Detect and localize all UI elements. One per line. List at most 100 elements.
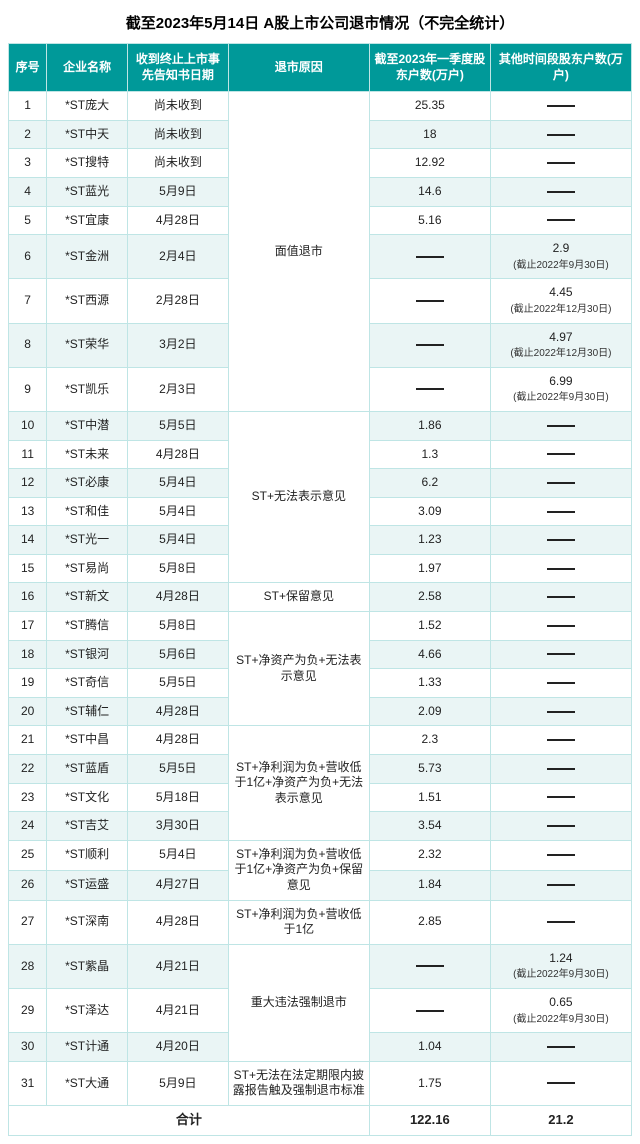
total-q1: 122.16: [369, 1105, 490, 1135]
cell-other: [490, 669, 631, 698]
dash-icon: [547, 711, 575, 713]
cell-seq: 30: [9, 1033, 47, 1062]
dash-icon: [547, 482, 575, 484]
cell-date: 4月21日: [127, 944, 228, 988]
dash-icon: [547, 1046, 575, 1048]
cell-name: *ST腾信: [47, 612, 128, 641]
delisting-table: 序号 企业名称 收到终止上市事先告知书日期 退市原因 截至2023年一季度股东户…: [8, 43, 632, 1136]
cell-seq: 18: [9, 640, 47, 669]
cell-q1: 2.58: [369, 583, 490, 612]
cell-seq: 25: [9, 840, 47, 870]
cell-name: *ST吉艾: [47, 812, 128, 841]
cell-seq: 13: [9, 497, 47, 526]
dash-icon: [547, 682, 575, 684]
cell-q1: 25.35: [369, 92, 490, 121]
cell-name: *ST银河: [47, 640, 128, 669]
cell-q1: 1.3: [369, 440, 490, 469]
cell-date: 4月27日: [127, 870, 228, 900]
cell-other: [490, 149, 631, 178]
cell-date: 尚未收到: [127, 92, 228, 121]
cell-date: 5月6日: [127, 640, 228, 669]
table-row: 16*ST新文4月28日ST+保留意见2.58: [9, 583, 632, 612]
page-title: 截至2023年5月14日 A股上市公司退市情况（不完全统计）: [8, 12, 632, 33]
cell-other: [490, 526, 631, 555]
cell-other: [490, 870, 631, 900]
cell-name: *ST搜特: [47, 149, 128, 178]
cell-date: 2月3日: [127, 367, 228, 411]
cell-date: 4月28日: [127, 726, 228, 755]
cell-reason: ST+保留意见: [228, 583, 369, 612]
cell-q1: 1.33: [369, 669, 490, 698]
cell-other: [490, 206, 631, 235]
cell-date: 4月28日: [127, 206, 228, 235]
cell-name: *ST大通: [47, 1061, 128, 1105]
cell-other: [490, 1033, 631, 1062]
cell-name: *ST西源: [47, 279, 128, 323]
dash-icon: [547, 1082, 575, 1084]
cell-q1: 2.09: [369, 697, 490, 726]
dash-icon: [547, 653, 575, 655]
cell-q1: 2.85: [369, 900, 490, 944]
cell-other: [490, 120, 631, 149]
cell-seq: 8: [9, 323, 47, 367]
total-label: 合计: [9, 1105, 370, 1135]
cell-name: *ST泽达: [47, 988, 128, 1032]
cell-q1: 1.84: [369, 870, 490, 900]
cell-date: 4月20日: [127, 1033, 228, 1062]
dash-icon: [547, 453, 575, 455]
cell-other: [490, 497, 631, 526]
cell-seq: 1: [9, 92, 47, 121]
header-date: 收到终止上市事先告知书日期: [127, 44, 228, 92]
total-other: 21.2: [490, 1105, 631, 1135]
cell-name: *ST顺利: [47, 840, 128, 870]
cell-other: [490, 440, 631, 469]
cell-other: 4.45(截止2022年12月30日): [490, 279, 631, 323]
cell-date: 4月28日: [127, 900, 228, 944]
cell-name: *ST深南: [47, 900, 128, 944]
cell-seq: 12: [9, 469, 47, 498]
cell-seq: 20: [9, 697, 47, 726]
total-row: 合计122.1621.2: [9, 1105, 632, 1135]
cell-date: 尚未收到: [127, 120, 228, 149]
cell-other: [490, 583, 631, 612]
cell-name: *ST运盛: [47, 870, 128, 900]
cell-date: 5月9日: [127, 1061, 228, 1105]
dash-icon: [547, 768, 575, 770]
cell-seq: 9: [9, 367, 47, 411]
cell-other: [490, 783, 631, 812]
cell-reason: ST+无法在法定期限内披露报告触及强制退市标准: [228, 1061, 369, 1105]
cell-reason: ST+无法表示意见: [228, 411, 369, 583]
cell-q1: 4.66: [369, 640, 490, 669]
cell-other: [490, 1061, 631, 1105]
cell-q1: [369, 323, 490, 367]
cell-name: *ST紫晶: [47, 944, 128, 988]
cell-other: 2.9(截止2022年9月30日): [490, 235, 631, 279]
cell-date: 4月28日: [127, 440, 228, 469]
cell-other: 6.99(截止2022年9月30日): [490, 367, 631, 411]
table-row: 25*ST顺利5月4日ST+净利润为负+营收低于1亿+净资产为负+保留意见2.3…: [9, 840, 632, 870]
cell-name: *ST中天: [47, 120, 128, 149]
cell-other: [490, 755, 631, 784]
cell-q1: 1.04: [369, 1033, 490, 1062]
cell-q1: 1.51: [369, 783, 490, 812]
cell-reason: ST+净利润为负+营收低于1亿: [228, 900, 369, 944]
dash-icon: [547, 425, 575, 427]
table-row: 17*ST腾信5月8日ST+净资产为负+无法表示意见1.52: [9, 612, 632, 641]
cell-reason: 面值退市: [228, 92, 369, 412]
cell-date: 4月28日: [127, 697, 228, 726]
cell-q1: [369, 988, 490, 1032]
cell-date: 5月5日: [127, 755, 228, 784]
cell-name: *ST未来: [47, 440, 128, 469]
cell-q1: 2.32: [369, 840, 490, 870]
dash-icon: [547, 511, 575, 513]
dash-icon: [547, 162, 575, 164]
cell-seq: 26: [9, 870, 47, 900]
cell-name: *ST奇信: [47, 669, 128, 698]
header-seq: 序号: [9, 44, 47, 92]
cell-seq: 24: [9, 812, 47, 841]
cell-q1: [369, 235, 490, 279]
cell-other: 1.24(截止2022年9月30日): [490, 944, 631, 988]
cell-seq: 31: [9, 1061, 47, 1105]
cell-name: *ST计通: [47, 1033, 128, 1062]
header-reason: 退市原因: [228, 44, 369, 92]
